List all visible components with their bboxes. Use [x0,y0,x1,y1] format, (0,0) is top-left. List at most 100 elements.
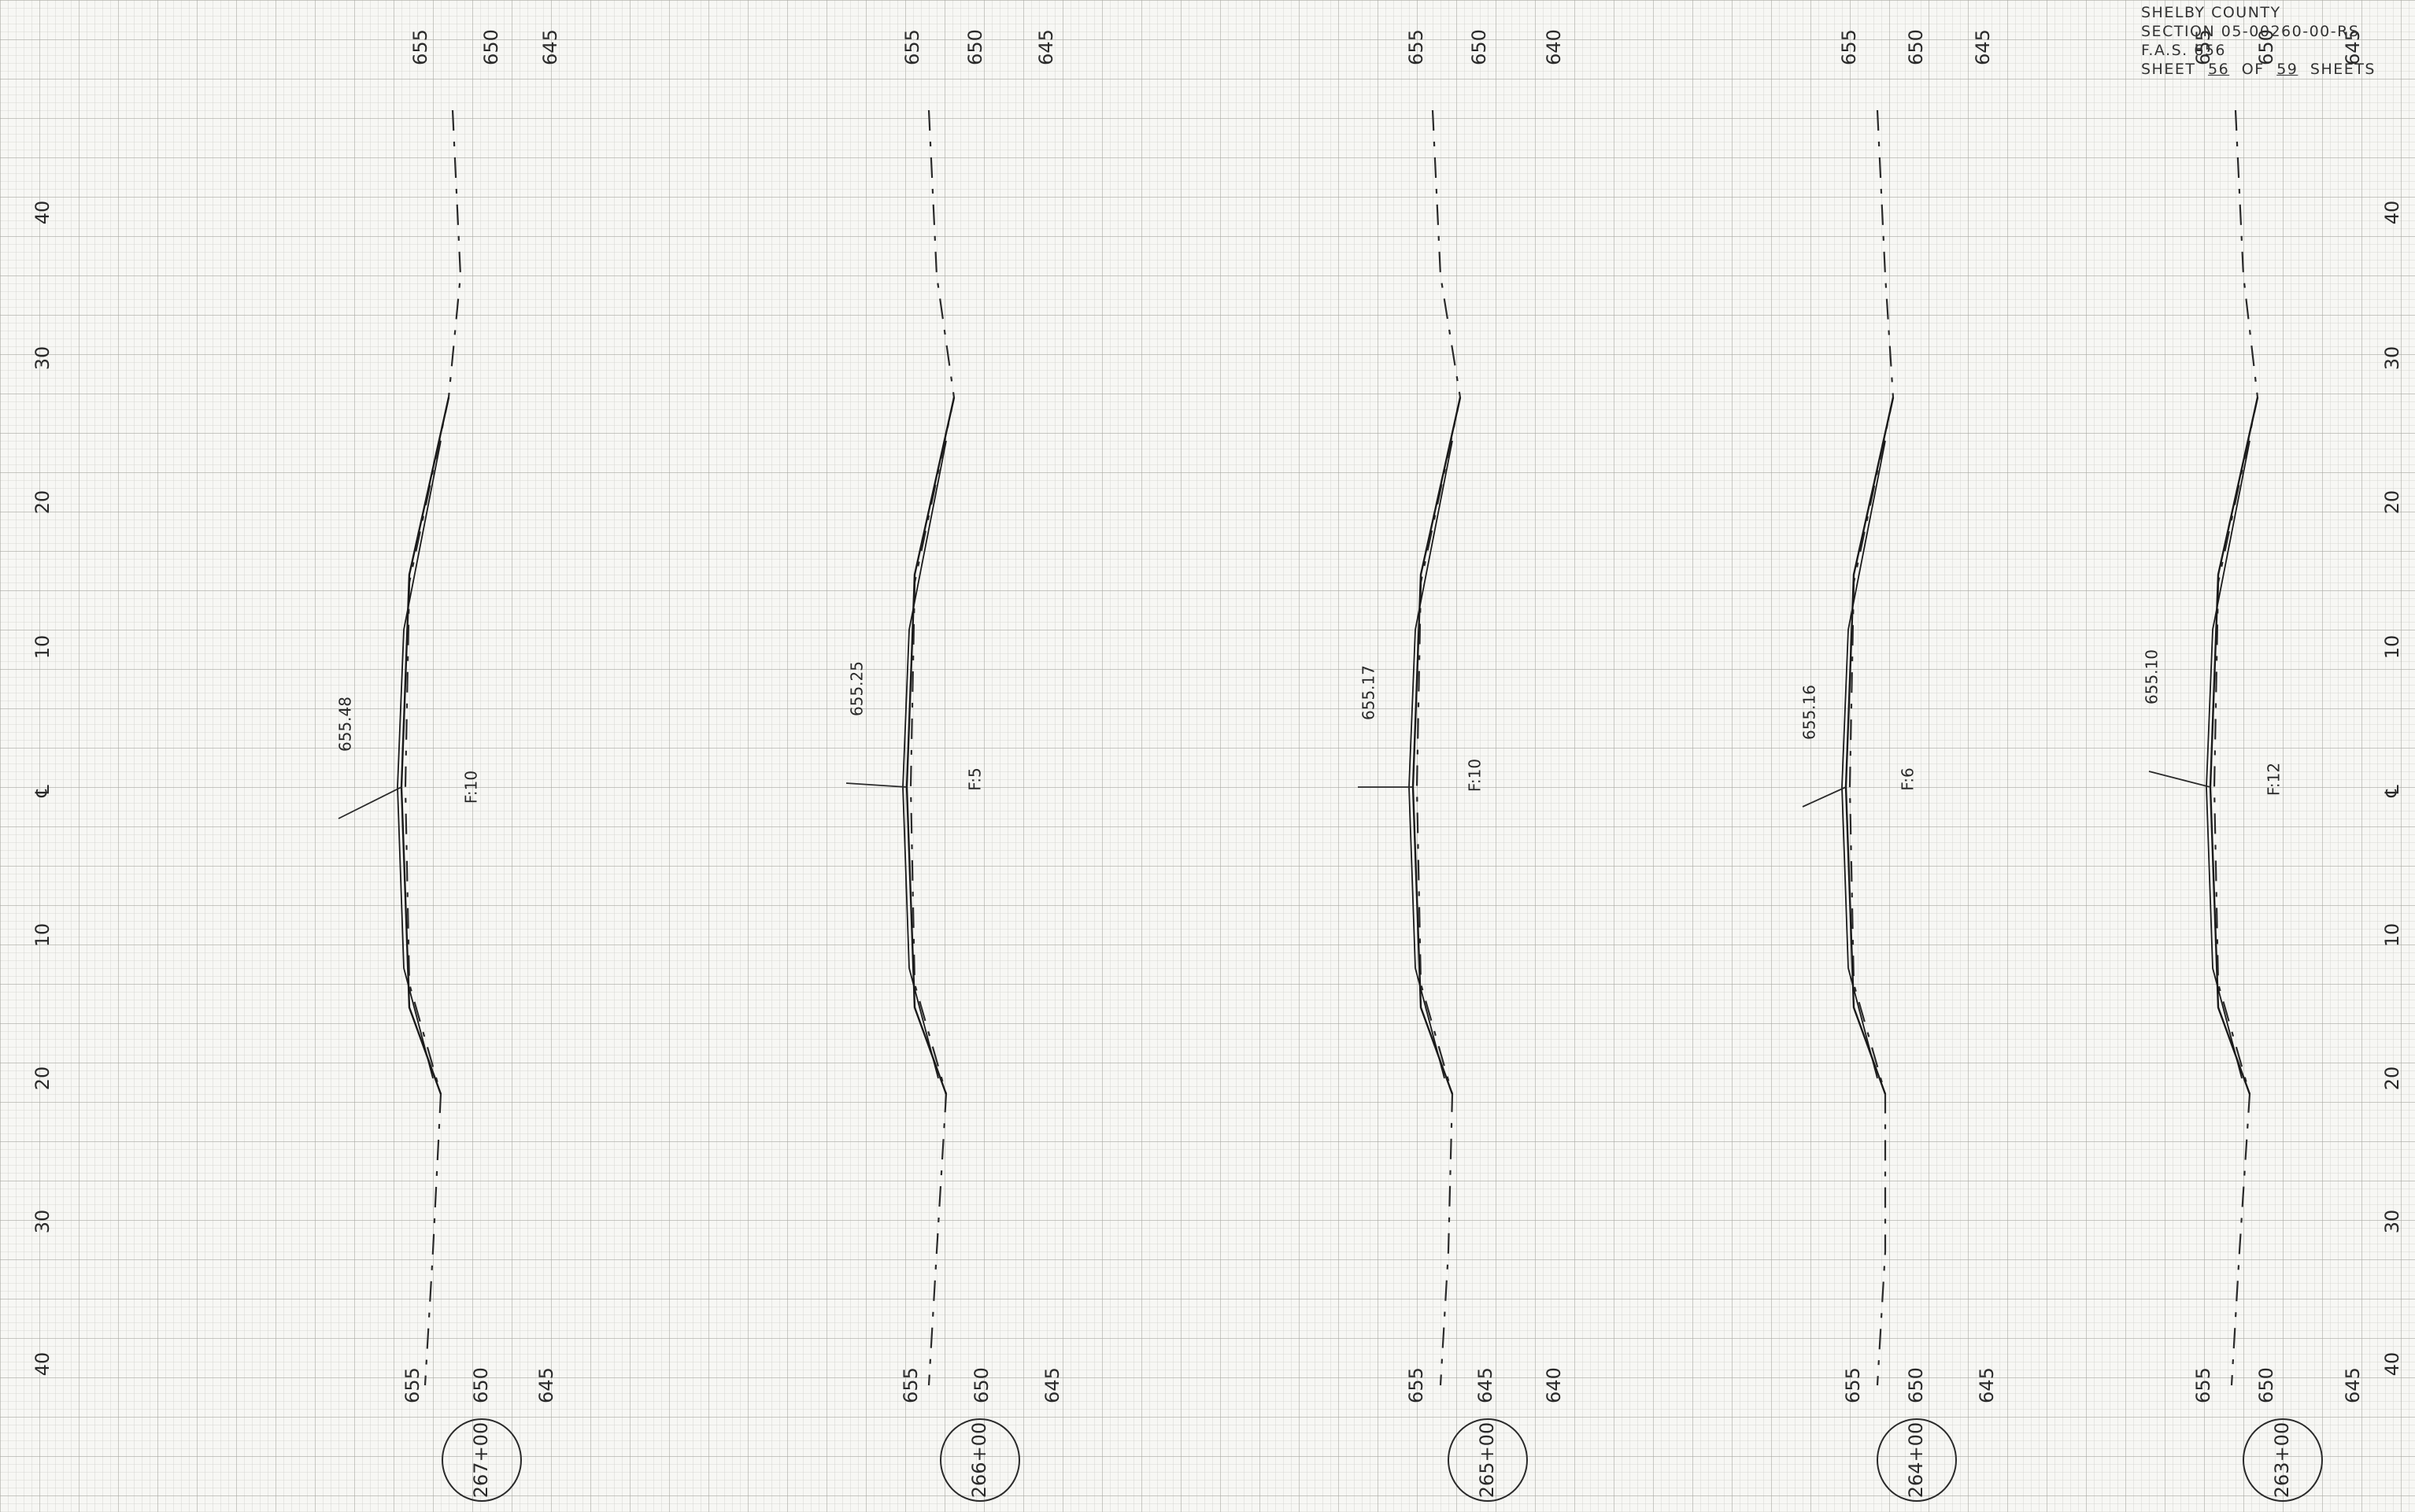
elevation-label-bottom: 645 [535,1367,557,1403]
subgrade-line [1841,440,1886,1079]
offset-label-left: 10 [31,635,54,660]
centerline-elevation: 655.48 [336,697,355,752]
elevation-label-top: 655 [2192,29,2214,65]
title-block: SHELBY COUNTY SECTION 05-00260-00-RS F.A… [2141,3,2409,79]
elevation-label-bottom: 645 [1041,1367,1063,1403]
offset-label-left: 20 [31,1067,54,1091]
sheet-total: 59 [2276,61,2299,78]
fill-slope-label: F:5 [966,767,985,790]
section-number: SECTION 05-00260-00-RS [2141,23,2360,40]
elevation-label-bottom: 645 [1976,1367,1998,1403]
offset-label-right: 10 [2381,923,2403,948]
offset-label-right: 40 [2381,201,2403,225]
elevation-label-bottom: 645 [1474,1367,1496,1403]
elevation-label-bottom: 645 [2342,1367,2364,1403]
elevation-label-top: 655 [1838,29,1860,65]
offset-label-left: 40 [31,1352,54,1377]
cross-section-265+00: 655 650 640 655 645 640 265+00 655.17 F:10 [1358,29,1565,1502]
elevation-label-bottom: 650 [971,1367,993,1403]
elevation-label-bottom: 650 [2255,1367,2277,1403]
county-name: SHELBY COUNTY [2141,4,2281,21]
cross-section-264+00: 655 650 645 655 650 645 264+00 655.16 F:6 [1800,29,1998,1502]
offset-label-right: 10 [2381,635,2403,660]
elevation-label-top: 645 [2342,29,2364,65]
offset-label-right: ℄ [2381,785,2403,798]
elevation-label-bottom: 640 [1543,1367,1565,1403]
subgrade-line [2206,440,2250,1079]
elevation-label-bottom: 650 [1905,1367,1927,1403]
elevation-leader-line [338,786,402,819]
offset-label-right: 20 [2381,490,2403,515]
offset-label-left: 40 [31,201,54,225]
offset-label-left: 30 [31,346,54,371]
fill-slope-label: F:6 [1899,767,1918,790]
elevation-label-top: 650 [480,29,502,65]
elevation-label-top: 650 [2255,29,2277,65]
station-circle [442,1418,522,1502]
offset-label-right: 30 [2381,1210,2403,1234]
elevation-label-top: 645 [1972,29,1994,65]
offset-scale-right: 40 30 20 10 ℄ 10 20 30 40 [2381,201,2403,1377]
sheet-count: SHEET 56 OF 59 SHEETS [2141,60,2409,79]
elevation-label-bottom: 655 [2192,1367,2214,1403]
sheet-of: OF [2241,61,2265,78]
station-label: 264+00 [1905,1422,1927,1498]
sheet-number: 56 [2208,61,2230,78]
cross-section-263+00: 655 650 645 655 650 645 263+00 655.10 F:12 [2143,29,2364,1502]
station-circle [1877,1418,1957,1502]
elevation-label-bottom: 650 [470,1367,492,1403]
elevation-label-bottom: 655 [1842,1367,1864,1403]
elevation-label-top: 655 [901,29,923,65]
offset-label-left: ℄ [31,785,54,798]
sheet-prefix: SHEET [2141,61,2196,78]
offset-label-left: 20 [31,490,54,515]
fill-slope-label: F:10 [462,771,481,804]
station-label: 267+00 [470,1422,492,1498]
elevation-label-bottom: 655 [401,1367,423,1403]
centerline-elevation: 655.25 [848,661,867,716]
elevation-label-bottom: 655 [900,1367,922,1403]
existing-ground-line [1415,109,1462,1386]
elevation-label-top: 645 [1035,29,1057,65]
existing-ground-line [404,109,462,1386]
elevation-label-top: 650 [1468,29,1490,65]
elevation-leader-line [2148,771,2211,788]
elevation-leader-line [1802,786,1847,808]
station-label: 266+00 [968,1422,990,1498]
existing-ground-line [2213,109,2259,1386]
station-circle [2243,1418,2323,1502]
fill-slope-label: F:10 [1466,759,1485,792]
station-label: 265+00 [1476,1422,1498,1498]
offset-label-right: 20 [2381,1067,2403,1091]
existing-ground-line [909,109,956,1386]
elevation-label-top: 640 [1543,29,1565,65]
subgrade-line [397,440,442,1079]
fill-slope-label: F:12 [2265,763,2284,796]
cross-section-267+00: 655 650 645 655 650 645 267+00 655.48 F:10 [336,29,561,1502]
elevation-label-top: 655 [409,29,431,65]
offset-label-left: 10 [31,923,54,948]
existing-ground-line [1848,109,1895,1386]
elevation-label-top: 650 [964,29,986,65]
station-circle [940,1418,1020,1502]
centerline-elevation: 655.16 [1800,685,1819,740]
elevation-label-top: 650 [1905,29,1927,65]
sheet-suffix: SHEETS [2310,61,2376,78]
cross-sections: 655 650 645 655 650 645 267+00 655.48 F:10 655 650… [336,29,2364,1502]
elevation-leader-line [845,782,908,788]
station-circle [1448,1418,1528,1502]
offset-label-right: 40 [2381,1352,2403,1377]
station-label: 263+00 [2271,1422,2293,1498]
fas-number: F.A.S. 656 [2141,42,2227,59]
elevation-label-bottom: 655 [1405,1367,1427,1403]
cross-section-266+00: 655 650 645 655 650 645 266+00 655.25 F:5 [845,29,1063,1502]
centerline-elevation: 655.10 [2143,649,2162,704]
centerline-elevation: 655.17 [1359,665,1378,720]
elevation-label-top: 655 [1405,29,1427,65]
elevation-label-top: 645 [539,29,561,65]
offset-label-right: 30 [2381,346,2403,371]
offset-scale-left: 40 30 20 10 ℄ 10 20 30 40 [31,201,54,1377]
offset-label-left: 30 [31,1210,54,1234]
